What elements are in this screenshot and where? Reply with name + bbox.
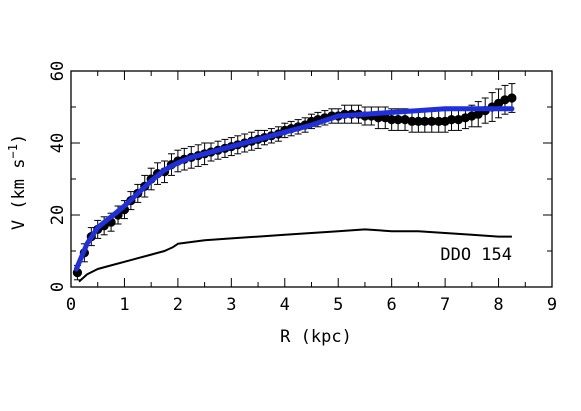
observed-point [420, 110, 430, 133]
data-point [446, 115, 457, 125]
x-tick-label: 9 [547, 295, 557, 315]
x-tick-label: 1 [119, 295, 129, 315]
x-tick-label: 8 [493, 295, 503, 315]
observed-point [500, 84, 510, 115]
data-point [434, 116, 444, 126]
data-point [500, 95, 510, 105]
y-tick-label: 0 [48, 282, 68, 292]
y-tick-label: 40 [48, 133, 68, 153]
x-axis-label: R (kpc) [280, 327, 352, 347]
data-point [400, 115, 410, 125]
y-axis-label: V (km s−1) [6, 134, 29, 230]
y-axis-label-main: V (km s [9, 159, 29, 231]
component-curve [78, 228, 512, 283]
data-point [473, 109, 483, 119]
data-point [387, 115, 397, 125]
data-point [407, 116, 417, 126]
y-axis-label-close: ) [9, 134, 29, 144]
observed-point [434, 110, 444, 133]
x-tick-label: 6 [387, 295, 397, 315]
observed-point [446, 108, 457, 131]
y-tick-label: 20 [48, 205, 68, 225]
model-fit-curve [73, 106, 515, 272]
y-tick-label: 60 [48, 61, 68, 81]
data-point [393, 115, 403, 125]
x-tick-label: 0 [66, 295, 76, 315]
data-point [507, 93, 517, 103]
data-point [420, 116, 430, 126]
x-tick-label: 4 [280, 295, 290, 315]
data-point [453, 115, 464, 125]
axes: 0 1 2 3 4 5 6 7 8 9 0 20 40 60 [48, 61, 557, 315]
observed-point [507, 83, 517, 113]
data-point [427, 116, 437, 126]
plot-area [78, 228, 512, 283]
galaxy-name-annotation: DDO 154 [440, 245, 512, 265]
x-tick-label: 7 [440, 295, 450, 315]
x-tick-label: 3 [226, 295, 236, 315]
data-point [413, 116, 423, 126]
x-tick-label: 5 [333, 295, 343, 315]
observed-point [493, 88, 504, 119]
observed-point [473, 101, 483, 128]
x-tick-label: 2 [173, 295, 183, 315]
y-axis-label-sup: −1 [6, 144, 20, 158]
